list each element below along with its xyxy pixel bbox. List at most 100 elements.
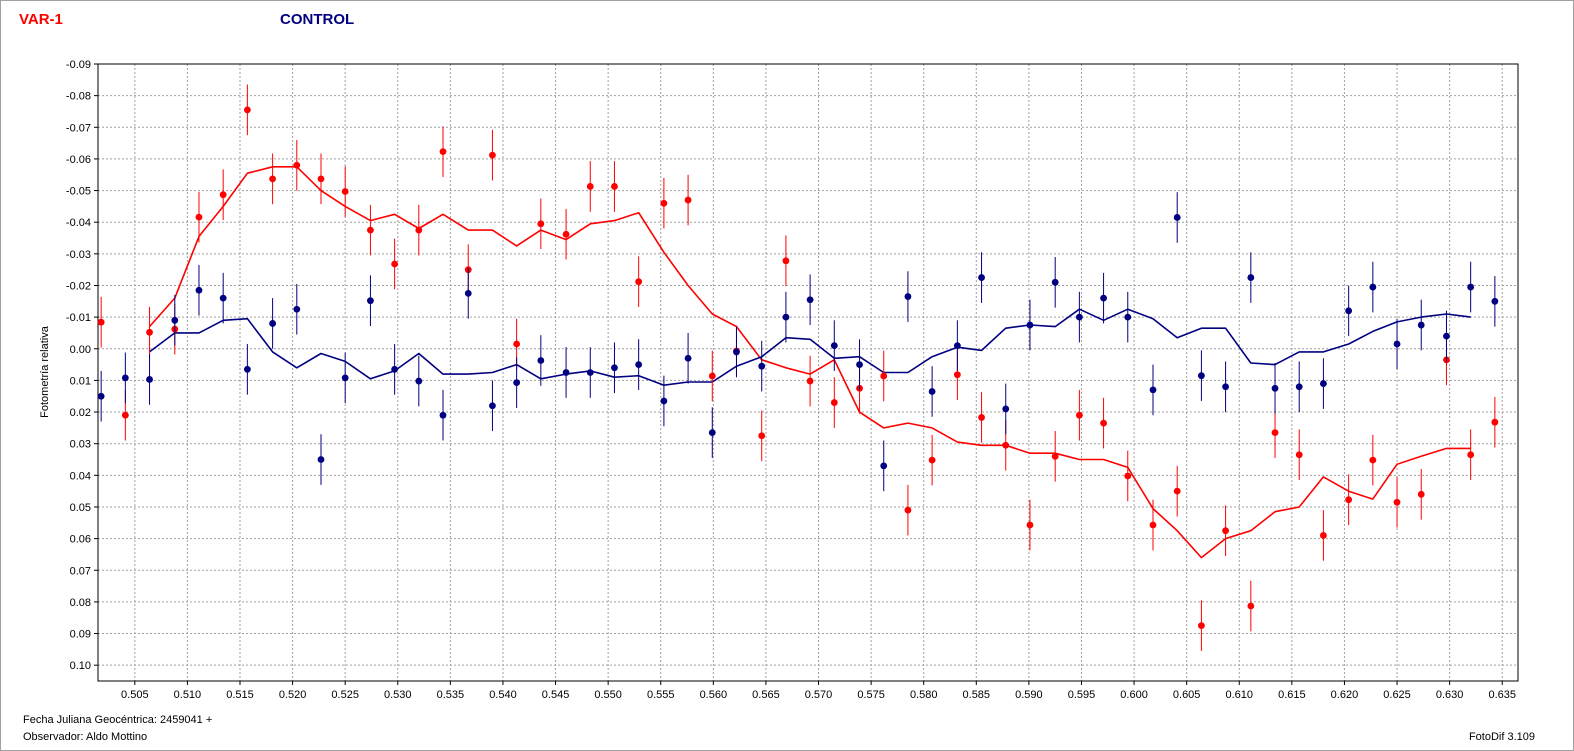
data-point-var-1 <box>243 84 251 136</box>
marker <box>586 183 594 190</box>
y-tick-label: -0.09 <box>66 59 91 71</box>
data-point-var-1 <box>1467 429 1475 481</box>
data-point-var-1 <box>1247 580 1255 632</box>
marker <box>243 365 251 373</box>
marker <box>880 372 888 380</box>
data-point-control <box>391 344 399 395</box>
marker <box>611 364 618 372</box>
marker <box>953 342 961 350</box>
data-point-var-1 <box>439 126 447 177</box>
marker <box>1393 340 1401 348</box>
marker <box>1197 372 1205 380</box>
y-axis-label: Fotometría relativa <box>39 325 51 418</box>
y-tick-label: 0.03 <box>70 439 91 451</box>
data-point-var-1 <box>1173 465 1181 517</box>
marker <box>243 106 251 114</box>
marker <box>1247 274 1255 281</box>
data-point-var-1 <box>684 174 692 226</box>
y-tick-label: -0.06 <box>66 154 91 166</box>
marker <box>1222 527 1229 535</box>
y-tick-label: 0.09 <box>70 629 91 641</box>
data-point-control <box>1124 291 1132 343</box>
data-point-var-1 <box>830 377 838 428</box>
marker <box>782 257 790 265</box>
data-point-control <box>782 291 790 343</box>
data-point-var-1 <box>367 204 374 256</box>
marker <box>341 188 349 195</box>
x-tick-label: 0.565 <box>752 689 780 701</box>
marker <box>146 328 153 336</box>
marker <box>391 365 399 373</box>
x-tick-label: 0.595 <box>1068 689 1096 701</box>
x-tick-label: 0.580 <box>910 689 938 701</box>
marker <box>1026 321 1034 329</box>
marker <box>856 361 863 368</box>
x-tick-label: 0.635 <box>1488 689 1516 701</box>
marker <box>782 313 790 321</box>
marker <box>1417 490 1425 498</box>
data-point-var-1 <box>1345 474 1353 526</box>
data-point-var-1 <box>928 434 936 486</box>
data-point-var-1 <box>1491 396 1499 448</box>
data-point-var-1 <box>758 410 766 462</box>
x-tick-label: 0.575 <box>857 689 885 701</box>
data-point-var-1 <box>1124 450 1132 502</box>
data-point-control <box>830 320 838 371</box>
marker <box>806 377 814 385</box>
marker <box>880 462 888 470</box>
data-point-control <box>1100 272 1107 324</box>
data-point-control <box>171 294 179 346</box>
x-tick-label: 0.605 <box>1173 689 1201 701</box>
marker <box>171 316 179 324</box>
marker <box>219 294 227 302</box>
data-point-var-1 <box>586 161 594 212</box>
marker <box>1222 383 1229 391</box>
x-tick-label: 0.590 <box>1015 689 1043 701</box>
marker <box>415 377 423 385</box>
x-tick-label: 0.625 <box>1383 689 1411 701</box>
data-point-var-1 <box>146 307 153 358</box>
data-point-control <box>1295 361 1303 413</box>
marker <box>758 362 766 370</box>
marker <box>513 379 521 387</box>
data-point-var-1 <box>708 350 716 402</box>
data-point-var-1 <box>293 139 301 191</box>
trend-line-control <box>149 308 1471 387</box>
x-tick-label: 0.540 <box>489 689 517 701</box>
marker <box>1369 456 1377 464</box>
data-point-control <box>586 347 594 398</box>
marker <box>562 369 570 376</box>
marker <box>293 305 301 313</box>
x-tick-label: 0.525 <box>331 689 359 701</box>
x-axis: 0.505 0.510 0.515 0.520 0.525 0.530 0.535 0.540… <box>121 681 1516 701</box>
data-point-var-1 <box>341 166 349 217</box>
y-tick-label: 0.01 <box>70 375 91 387</box>
chart-grid <box>98 63 1518 681</box>
data-point-var-1 <box>1075 389 1083 441</box>
marker <box>904 506 912 514</box>
data-point-control <box>513 357 521 408</box>
data-point-control <box>97 370 105 422</box>
marker <box>1345 496 1353 504</box>
marker <box>415 226 423 234</box>
data-point-var-1 <box>660 177 668 229</box>
data-points <box>97 84 1499 651</box>
marker <box>1417 321 1425 329</box>
marker <box>830 342 838 350</box>
data-point-control <box>439 389 447 441</box>
marker <box>904 293 912 300</box>
marker <box>562 230 570 238</box>
marker <box>1295 451 1303 459</box>
marker <box>439 411 447 419</box>
marker <box>1467 451 1475 459</box>
data-point-control <box>1393 318 1401 370</box>
data-point-control <box>293 283 301 335</box>
marker <box>978 274 985 281</box>
data-point-control <box>537 335 545 386</box>
marker <box>489 151 496 159</box>
marker <box>317 175 325 183</box>
data-point-control <box>415 355 423 407</box>
marker <box>1149 521 1157 529</box>
data-point-var-1 <box>1320 510 1327 561</box>
